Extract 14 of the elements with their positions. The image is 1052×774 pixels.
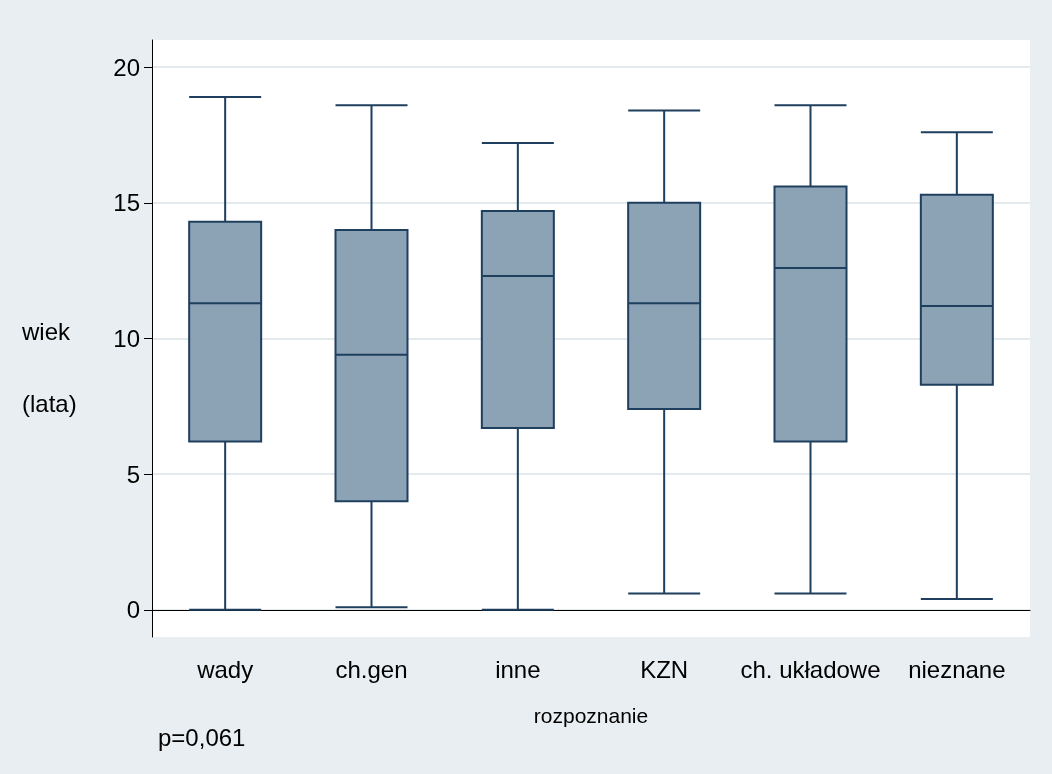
y-tick-label: 10 [113,325,140,352]
x-tick-label: KZN [640,655,689,683]
x-axis-title: rozpoznanie [533,704,649,727]
y-tick-label: 15 [113,189,140,217]
x-tick-label: inne [495,655,541,683]
x-tick-label: nieznane [908,655,1006,683]
y-tick-label: 5 [126,460,140,488]
x-tick-label: ch.gen [335,655,408,683]
text: wiek (lata) [22,317,77,417]
x-tick-label: wady [196,655,254,683]
y-tick-label: 0 [126,596,140,624]
text: p=0,061 [158,723,246,751]
x-tick-label: ch. układowe [740,655,881,683]
y-tick-label: 20 [113,53,140,81]
